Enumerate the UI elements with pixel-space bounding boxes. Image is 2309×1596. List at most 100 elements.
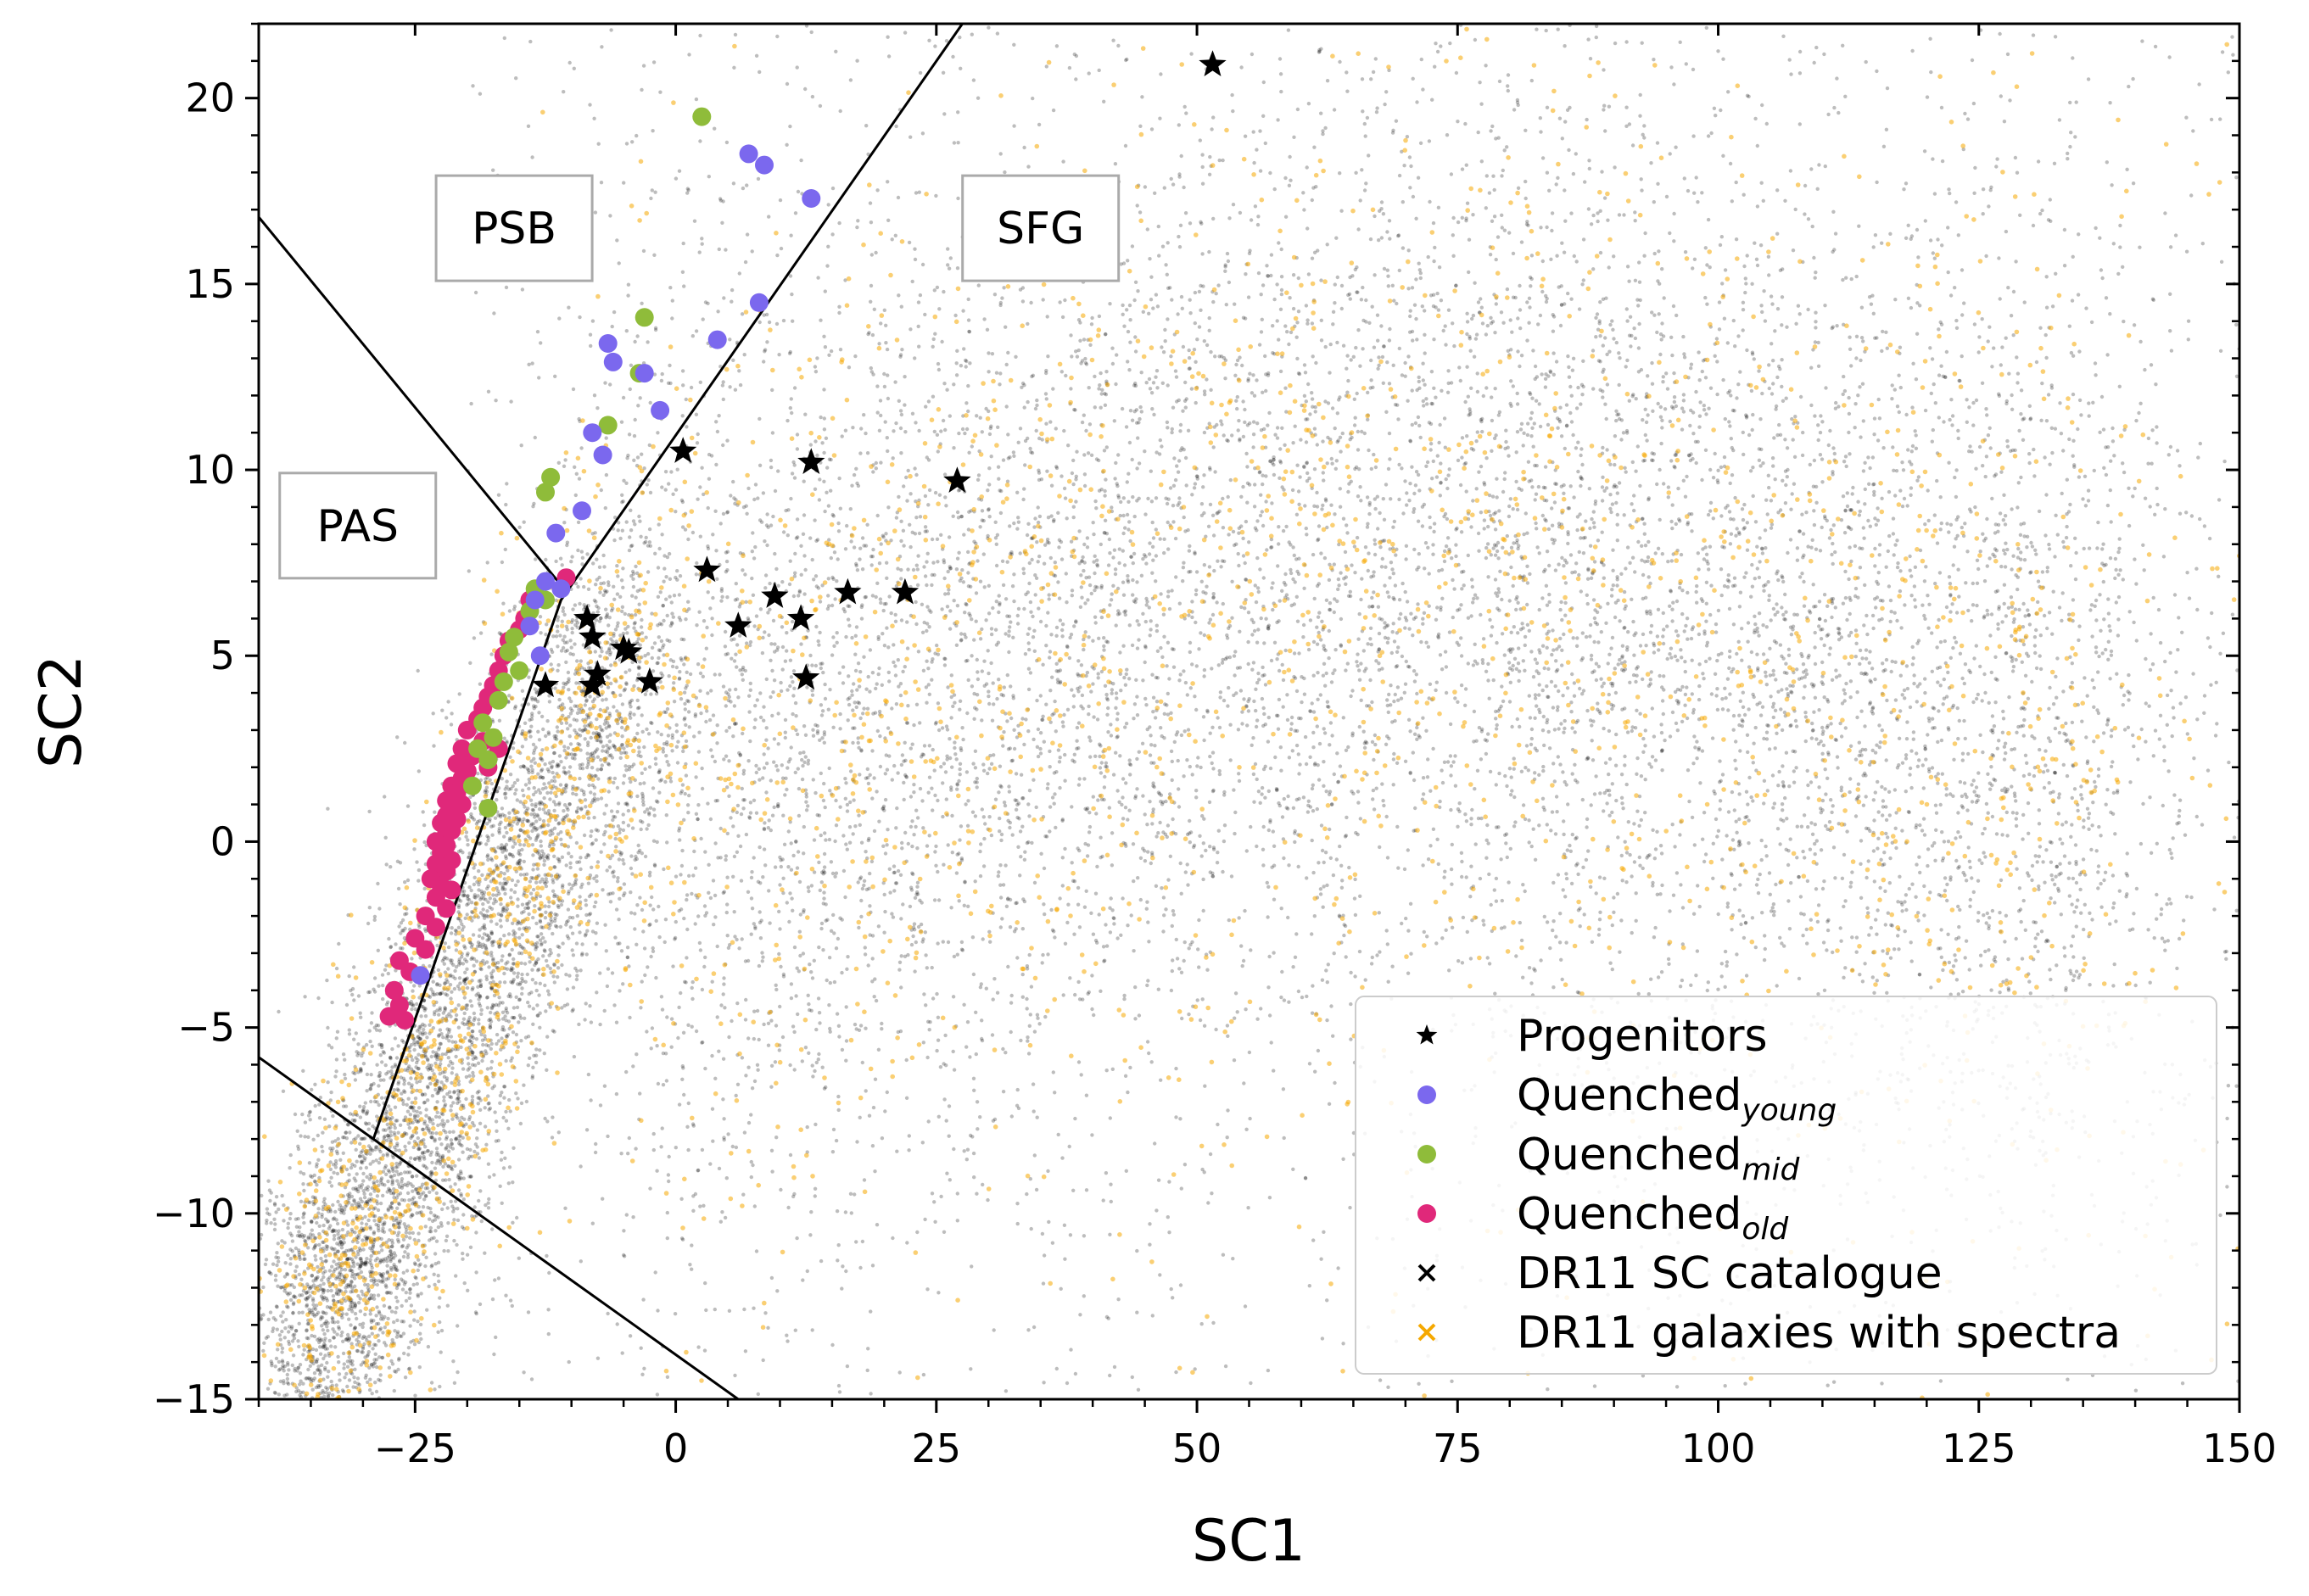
catalogue-point xyxy=(2066,151,2070,156)
catalogue-point xyxy=(1873,677,1877,682)
catalogue-point xyxy=(2155,441,2159,445)
catalogue-point xyxy=(1254,724,1259,729)
catalogue-point xyxy=(924,405,928,409)
catalogue-point xyxy=(1123,806,1128,810)
catalogue-point xyxy=(462,889,467,894)
catalogue-point xyxy=(684,723,688,728)
catalogue-point xyxy=(1282,856,1286,861)
catalogue-point xyxy=(1025,996,1029,1002)
catalogue-point xyxy=(578,776,582,781)
catalogue-point xyxy=(1133,1017,1138,1021)
catalogue-point xyxy=(640,907,645,912)
catalogue-point xyxy=(1577,572,1581,578)
catalogue-point xyxy=(1659,730,1664,735)
catalogue-point xyxy=(560,563,564,567)
catalogue-point xyxy=(1040,1231,1045,1236)
catalogue-point xyxy=(306,1367,310,1372)
catalogue-point xyxy=(838,506,842,511)
catalogue-point xyxy=(1730,873,1734,878)
catalogue-point xyxy=(489,652,494,656)
catalogue-point xyxy=(476,1102,480,1106)
catalogue-point xyxy=(595,406,600,410)
catalogue-point xyxy=(1904,737,1909,741)
catalogue-point xyxy=(1734,739,1738,744)
catalogue-point xyxy=(1800,453,1805,458)
catalogue-point xyxy=(615,709,619,713)
catalogue-point xyxy=(754,1249,759,1253)
catalogue-point xyxy=(998,382,1002,387)
catalogue-point xyxy=(494,399,498,403)
catalogue-point xyxy=(285,1372,289,1377)
catalogue-point xyxy=(1102,648,1106,652)
catalogue-point xyxy=(1130,457,1134,462)
catalogue-point xyxy=(988,940,992,944)
catalogue-point xyxy=(2033,936,2038,940)
catalogue-point xyxy=(822,427,827,432)
catalogue-point xyxy=(1279,247,1283,252)
catalogue-point xyxy=(706,546,711,551)
catalogue-point xyxy=(1743,921,1748,925)
catalogue-point xyxy=(2136,757,2140,762)
catalogue-point xyxy=(1709,131,1714,136)
catalogue-point xyxy=(507,1097,512,1102)
catalogue-point xyxy=(1199,220,1203,224)
catalogue-point xyxy=(923,312,927,317)
catalogue-point xyxy=(1319,551,1323,555)
catalogue-point xyxy=(531,887,536,892)
catalogue-point xyxy=(1866,455,1870,460)
catalogue-point xyxy=(667,551,672,556)
catalogue-point xyxy=(1626,630,1630,634)
catalogue-point xyxy=(670,299,674,303)
catalogue-point xyxy=(1069,1348,1073,1352)
catalogue-point xyxy=(966,550,970,555)
catalogue-point xyxy=(882,371,886,377)
catalogue-point xyxy=(1755,263,1760,268)
catalogue-point xyxy=(418,1111,422,1115)
catalogue-point xyxy=(790,410,794,416)
catalogue-point xyxy=(893,380,897,384)
catalogue-point xyxy=(1526,421,1530,426)
catalogue-point xyxy=(1954,494,1959,499)
catalogue-point xyxy=(657,546,662,551)
catalogue-point xyxy=(954,373,959,377)
catalogue-point xyxy=(1843,966,1848,970)
catalogue-point xyxy=(562,521,567,525)
catalogue-point xyxy=(395,1299,400,1303)
catalogue-point xyxy=(2083,676,2087,680)
catalogue-point xyxy=(327,1370,331,1374)
catalogue-point xyxy=(1536,322,1540,326)
catalogue-point xyxy=(1305,810,1311,814)
catalogue-point xyxy=(654,918,658,924)
catalogue-point xyxy=(1032,1030,1037,1034)
catalogue-point xyxy=(759,918,763,923)
catalogue-point xyxy=(978,525,982,529)
catalogue-point xyxy=(394,1165,398,1169)
catalogue-point xyxy=(1209,388,1213,392)
catalogue-point xyxy=(1536,671,1541,676)
catalogue-point xyxy=(645,1030,649,1034)
catalogue-point xyxy=(1809,167,1814,171)
catalogue-point xyxy=(690,1122,696,1126)
catalogue-point xyxy=(1525,564,1529,568)
catalogue-point xyxy=(1533,716,1537,720)
catalogue-point xyxy=(632,458,636,462)
catalogue-point xyxy=(365,1072,370,1077)
catalogue-point xyxy=(415,1109,419,1114)
catalogue-point xyxy=(1148,753,1153,757)
catalogue-point xyxy=(1386,979,1390,984)
catalogue-point xyxy=(880,683,885,687)
catalogue-point xyxy=(1652,58,1656,62)
catalogue-point xyxy=(563,1206,567,1211)
catalogue-point xyxy=(1225,251,1230,256)
catalogue-point xyxy=(650,645,655,650)
catalogue-point xyxy=(1743,1381,1747,1386)
catalogue-point xyxy=(562,612,567,617)
catalogue-point xyxy=(461,893,467,897)
catalogue-point xyxy=(570,630,574,635)
catalogue-point xyxy=(2027,979,2032,984)
catalogue-point xyxy=(994,371,999,375)
catalogue-point xyxy=(1137,750,1142,754)
catalogue-point xyxy=(1814,737,1819,741)
catalogue-point xyxy=(789,233,793,237)
catalogue-point xyxy=(2138,245,2142,249)
